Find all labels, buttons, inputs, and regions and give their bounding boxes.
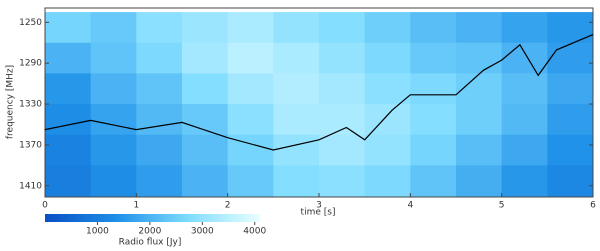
heatmap-cell (182, 12, 229, 44)
heatmap-cell (45, 12, 92, 44)
heatmap-cell (410, 165, 457, 197)
colorbar-tick-label: 1000 (86, 227, 109, 237)
heatmap-cell (319, 42, 366, 74)
heatmap-cell (456, 73, 503, 105)
heatmap-cell (136, 134, 183, 166)
heatmap-cell (90, 165, 137, 197)
heatmap-cell (319, 104, 366, 136)
x-tick-label: 5 (499, 201, 505, 211)
heatmap-cell (136, 165, 183, 197)
x-tick-label: 6 (590, 201, 596, 211)
y-tick-label: 1290 (19, 59, 42, 69)
heatmap-cell (182, 73, 229, 105)
heatmap-cell (273, 134, 320, 166)
heatmap-cell (227, 104, 274, 136)
heatmap-cell (456, 134, 503, 166)
heatmap-cell (501, 12, 548, 44)
heatmap-cell (501, 165, 548, 197)
heatmap-cell (319, 134, 366, 166)
heatmap-cell (136, 104, 183, 136)
heatmap-cell (227, 73, 274, 105)
colorbar-tick-label: 3000 (191, 227, 214, 237)
heatmap-cell (273, 12, 320, 44)
y-tick-label: 1370 (19, 140, 42, 150)
heatmap-cell (410, 73, 457, 105)
heatmap-cell (364, 12, 411, 44)
heatmap-cell (410, 12, 457, 44)
heatmap-cell (456, 42, 503, 74)
heatmap (45, 12, 594, 197)
x-tick-label: 3 (316, 201, 322, 211)
heatmap-cell (364, 42, 411, 74)
heatmap-cell (45, 73, 92, 105)
heatmap-cell (90, 134, 137, 166)
x-tick-label: 1 (133, 201, 139, 211)
x-tick-label: 4 (407, 201, 413, 211)
heatmap-cell (364, 73, 411, 105)
heatmap-cell (547, 12, 594, 44)
y-tick-label: 1410 (19, 181, 42, 191)
heatmap-cell (364, 104, 411, 136)
heatmap-cell (501, 42, 548, 74)
y-tick-label: 1250 (19, 18, 42, 28)
x-axis-label: time [s] (301, 208, 336, 218)
x-tick-label: 0 (42, 201, 48, 211)
colorbar-tick-label: 2000 (138, 227, 161, 237)
heatmap-cell (90, 42, 137, 74)
heatmap-cell (227, 165, 274, 197)
heatmap-cell (182, 165, 229, 197)
heatmap-cell (410, 134, 457, 166)
heatmap-cell (90, 73, 137, 105)
heatmap-cell (182, 42, 229, 74)
heatmap-cell (547, 165, 594, 197)
heatmap-cell (45, 42, 92, 74)
heatmap-cell (227, 42, 274, 74)
heatmap-cell (501, 73, 548, 105)
heatmap-cell (410, 42, 457, 74)
heatmap-cell (45, 165, 92, 197)
y-axis-label: frequency [MHz] (6, 65, 16, 139)
heatmap-cell (456, 12, 503, 44)
heatmap-cell (273, 104, 320, 136)
heatmap-cell (136, 42, 183, 74)
heatmap-cell (547, 42, 594, 74)
heatmap-cell (273, 42, 320, 74)
heatmap-cell (501, 134, 548, 166)
colorbar-tick-label: 4000 (243, 227, 266, 237)
heatmap-cell (547, 73, 594, 105)
heatmap-cell (364, 165, 411, 197)
heatmap-cell (319, 73, 366, 105)
colorbar (45, 214, 260, 222)
line (44, 34, 594, 151)
heatmap-cell (273, 165, 320, 197)
heatmap-cell (319, 12, 366, 44)
heatmap-cell (182, 134, 229, 166)
x-tick-label: 2 (225, 201, 231, 211)
heatmap-cell (501, 104, 548, 136)
heatmap-cell (364, 134, 411, 166)
heatmap-cell (136, 73, 183, 105)
heatmap-cell (547, 104, 594, 136)
heatmap-cell (456, 104, 503, 136)
heatmap-cell (410, 104, 457, 136)
heatmap-cell (227, 12, 274, 44)
colorbar-label: Radio flux [Jy] (119, 238, 182, 248)
heatmap-cell (45, 134, 92, 166)
heatmap-cell (273, 73, 320, 105)
heatmap-cell (45, 104, 92, 136)
heatmap-cell (136, 12, 183, 44)
heatmap-cell (90, 12, 137, 44)
heatmap-cell (90, 104, 137, 136)
heatmap-cell (547, 134, 594, 166)
y-tick-label: 1330 (19, 100, 42, 110)
heatmap-cell (456, 165, 503, 197)
heatmap-cell (319, 165, 366, 197)
